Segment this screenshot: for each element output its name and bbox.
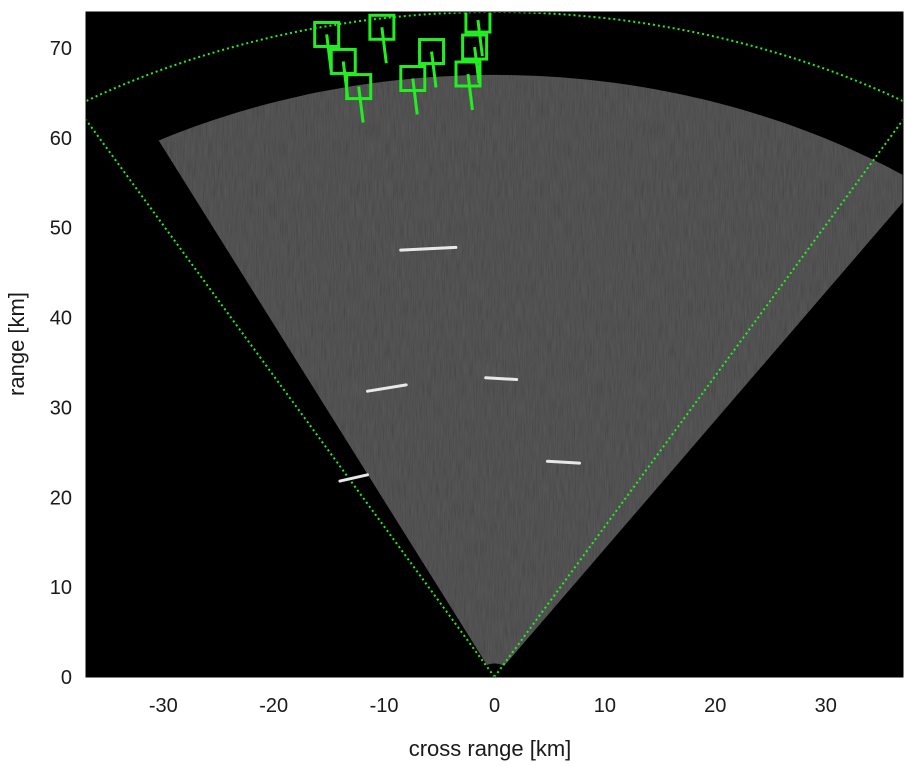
- echo-return-2: [484, 376, 519, 381]
- y-tick-label: 60: [50, 128, 72, 150]
- y-tick-label: 10: [50, 577, 72, 599]
- y-tick-label: 40: [50, 308, 72, 330]
- y-tick-label: 0: [61, 667, 72, 689]
- y-tick-label: 30: [50, 397, 72, 419]
- x-tick-label: -30: [149, 695, 178, 717]
- plot-area: [86, 12, 903, 677]
- track-marker-1: [368, 13, 396, 64]
- scan-limit-left: [86, 119, 496, 677]
- x-tick-label: 20: [704, 695, 726, 717]
- echo-return-1: [366, 383, 408, 393]
- track-marker-5: [399, 65, 427, 115]
- track-marker-6: [464, 12, 492, 57]
- plot-frame: [85, 11, 904, 678]
- x-axis-label: cross range [km]: [409, 736, 572, 761]
- echo-return-4: [546, 459, 581, 465]
- y-tick-label: 70: [50, 38, 72, 60]
- y-axis-label: range [km]: [4, 292, 29, 396]
- echo-return-3: [338, 473, 369, 483]
- x-tick-label: -20: [259, 695, 288, 717]
- echo-return-0: [399, 245, 458, 252]
- x-tick-label: -10: [370, 695, 399, 717]
- x-tick-labels: -30 -20 -10 0 10 20 30: [149, 695, 837, 717]
- track-marker-8: [454, 60, 482, 111]
- y-tick-label: 20: [50, 487, 72, 509]
- x-tick-label: 0: [489, 695, 500, 717]
- x-tick-label: 10: [594, 695, 616, 717]
- radar-clutter: [158, 74, 903, 666]
- track-marker-7: [461, 33, 489, 84]
- scan-limit-right: [493, 119, 903, 677]
- x-tick-label: 30: [815, 695, 837, 717]
- y-tick-label: 50: [50, 218, 72, 240]
- track-marker-3: [345, 73, 373, 123]
- y-tick-labels: 0 10 20 30 40 50 60 70: [50, 38, 72, 689]
- track-marker-4: [418, 38, 446, 88]
